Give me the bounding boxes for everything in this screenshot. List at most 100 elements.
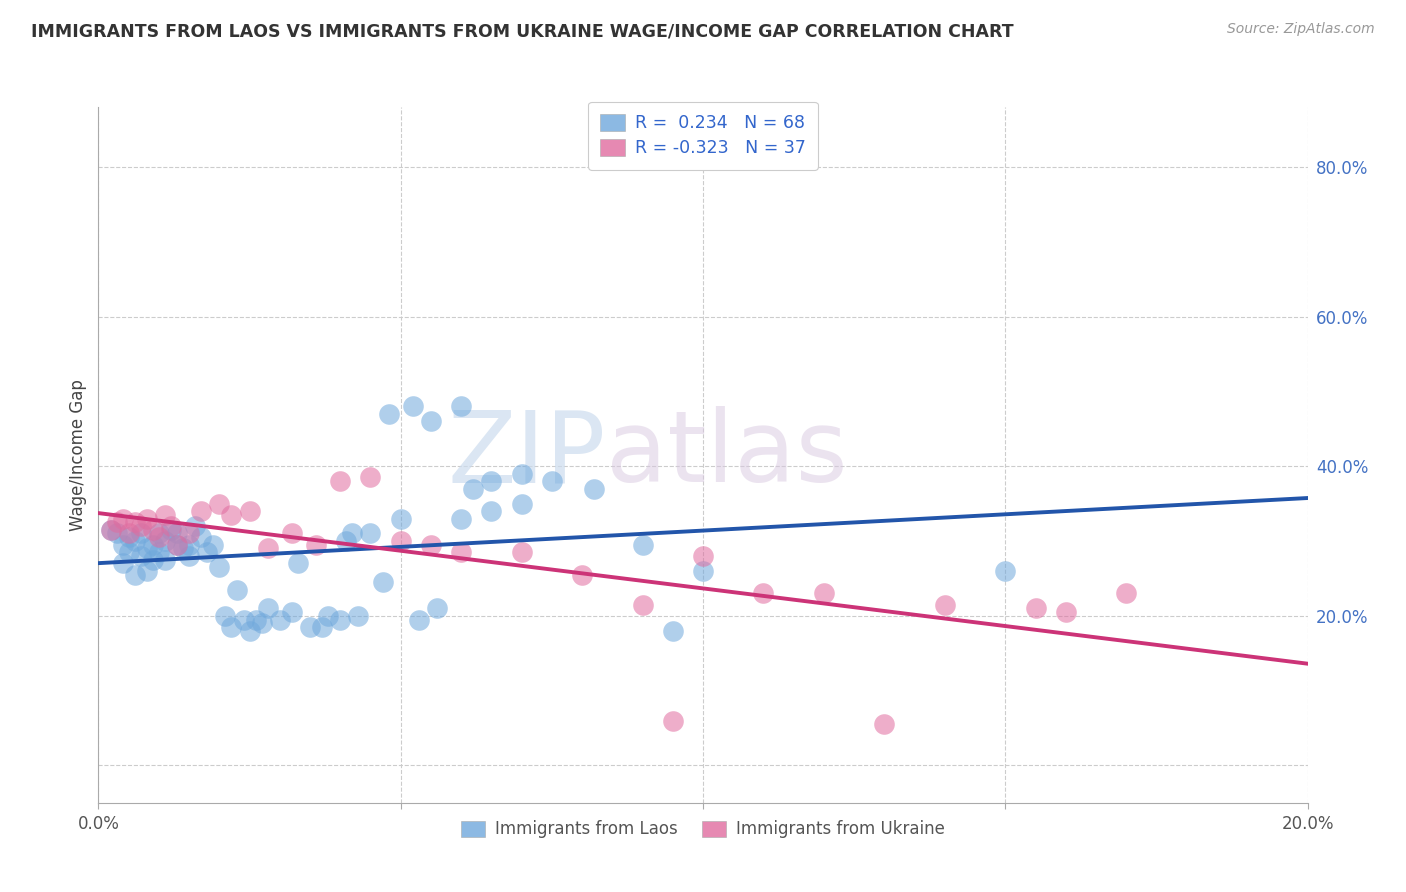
Point	[540, 474, 562, 488]
Text: atlas: atlas	[606, 407, 848, 503]
Point	[153, 508, 176, 522]
Point	[111, 538, 134, 552]
Point	[208, 497, 231, 511]
Point	[153, 552, 176, 566]
Point	[299, 620, 322, 634]
Point	[420, 538, 443, 552]
Point	[402, 399, 425, 413]
Point	[208, 560, 231, 574]
Point	[232, 613, 254, 627]
Point	[190, 504, 212, 518]
Point	[481, 474, 503, 488]
Point	[631, 598, 654, 612]
Point	[661, 624, 683, 638]
Point	[179, 526, 201, 541]
Point	[124, 567, 146, 582]
Point	[426, 601, 449, 615]
Point	[281, 526, 304, 541]
Point	[510, 497, 533, 511]
Point	[1054, 605, 1077, 619]
Point	[118, 530, 141, 544]
Text: IMMIGRANTS FROM LAOS VS IMMIGRANTS FROM UKRAINE WAGE/INCOME GAP CORRELATION CHAR: IMMIGRANTS FROM LAOS VS IMMIGRANTS FROM …	[31, 22, 1014, 40]
Point	[583, 482, 606, 496]
Point	[347, 608, 370, 623]
Point	[129, 526, 152, 541]
Point	[571, 567, 593, 582]
Point	[450, 399, 472, 413]
Y-axis label: Wage/Income Gap: Wage/Income Gap	[69, 379, 87, 531]
Point	[934, 598, 956, 612]
Point	[389, 511, 412, 525]
Text: Source: ZipAtlas.com: Source: ZipAtlas.com	[1227, 22, 1375, 37]
Point	[179, 549, 201, 563]
Point	[661, 714, 683, 728]
Point	[160, 523, 183, 537]
Point	[202, 538, 225, 552]
Point	[752, 586, 775, 600]
Point	[692, 564, 714, 578]
Point	[226, 582, 249, 597]
Point	[135, 564, 157, 578]
Point	[195, 545, 218, 559]
Point	[142, 538, 165, 552]
Point	[239, 624, 262, 638]
Point	[111, 557, 134, 571]
Point	[100, 523, 122, 537]
Point	[408, 613, 430, 627]
Point	[335, 533, 357, 548]
Point	[450, 511, 472, 525]
Text: ZIP: ZIP	[449, 407, 606, 503]
Point	[124, 533, 146, 548]
Point	[239, 504, 262, 518]
Point	[873, 717, 896, 731]
Point	[692, 549, 714, 563]
Point	[142, 523, 165, 537]
Point	[329, 613, 352, 627]
Point	[105, 526, 128, 541]
Point	[305, 538, 328, 552]
Point	[153, 533, 176, 548]
Point	[172, 541, 194, 556]
Point	[481, 504, 503, 518]
Point	[190, 530, 212, 544]
Point	[221, 620, 243, 634]
Point	[450, 545, 472, 559]
Point	[148, 530, 170, 544]
Point	[135, 511, 157, 525]
Point	[329, 474, 352, 488]
Point	[111, 511, 134, 525]
Point	[166, 538, 188, 552]
Point	[994, 564, 1017, 578]
Point	[360, 470, 382, 484]
Point	[510, 545, 533, 559]
Point	[179, 538, 201, 552]
Point	[148, 545, 170, 559]
Point	[281, 605, 304, 619]
Point	[1115, 586, 1137, 600]
Legend: Immigrants from Laos, Immigrants from Ukraine: Immigrants from Laos, Immigrants from Uk…	[453, 812, 953, 847]
Point	[463, 482, 485, 496]
Point	[420, 414, 443, 428]
Point	[105, 515, 128, 529]
Point	[118, 526, 141, 541]
Point	[377, 407, 399, 421]
Point	[245, 613, 267, 627]
Point	[813, 586, 835, 600]
Point	[311, 620, 333, 634]
Point	[389, 533, 412, 548]
Point	[287, 557, 309, 571]
Point	[631, 538, 654, 552]
Point	[214, 608, 236, 623]
Point	[316, 608, 339, 623]
Point	[148, 526, 170, 541]
Point	[342, 526, 364, 541]
Point	[160, 519, 183, 533]
Point	[269, 613, 291, 627]
Point	[166, 538, 188, 552]
Point	[129, 549, 152, 563]
Point	[1024, 601, 1046, 615]
Point	[256, 541, 278, 556]
Point	[184, 519, 207, 533]
Point	[360, 526, 382, 541]
Point	[250, 616, 273, 631]
